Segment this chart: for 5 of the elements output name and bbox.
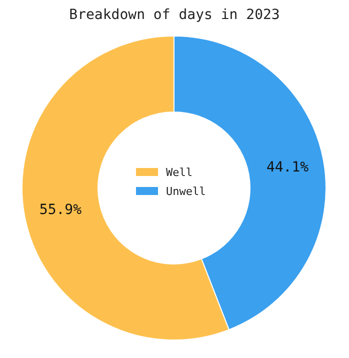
data-label: 44.1% — [266, 160, 310, 176]
legend-label: Unwell — [166, 184, 206, 198]
data-label: 55.9% — [39, 202, 82, 218]
legend-label: Well — [166, 166, 192, 179]
chart-title: Breakdown of days in 2023 — [69, 7, 280, 23]
